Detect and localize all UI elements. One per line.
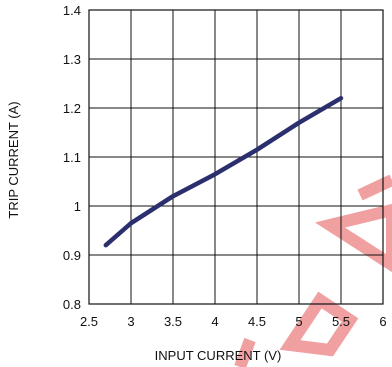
x-axis-title: INPUT CURRENT (V) [155,348,282,363]
series-line [103,95,344,248]
y-tick-label: 0.8 [63,297,81,312]
y-tick-label: 1.4 [63,3,81,18]
x-axis-ticks: 2.5 3 3.5 4 4.5 5 5.5 6 [80,314,387,329]
watermark [234,174,392,367]
watermark-stroke [234,337,256,367]
x-tick-label: 2.5 [80,314,98,329]
y-tick-label: 1 [74,199,81,214]
watermark-stroke [314,203,392,273]
x-tick-label: 4 [211,314,218,329]
y-tick-label: 0.9 [63,248,81,263]
watermark-stroke [357,174,392,201]
plot-frame [88,9,384,305]
y-axis-ticks: 0.8 0.9 1 1.1 1.2 1.3 1.4 [63,3,81,312]
x-tick-label: 5 [295,314,302,329]
x-tick-label: 5.5 [332,314,350,329]
x-tick-label: 4.5 [248,314,266,329]
grid [88,9,384,305]
y-axis-title: TRIP CURRENT (A) [6,101,21,218]
x-tick-label: 3 [127,314,134,329]
watermark-stroke [279,291,359,357]
y-tick-label: 1.1 [63,150,81,165]
x-tick-label: 6 [379,314,386,329]
x-tick-label: 3.5 [164,314,182,329]
y-tick-label: 1.3 [63,52,81,67]
y-tick-label: 1.2 [63,101,81,116]
series-layer [103,95,344,248]
